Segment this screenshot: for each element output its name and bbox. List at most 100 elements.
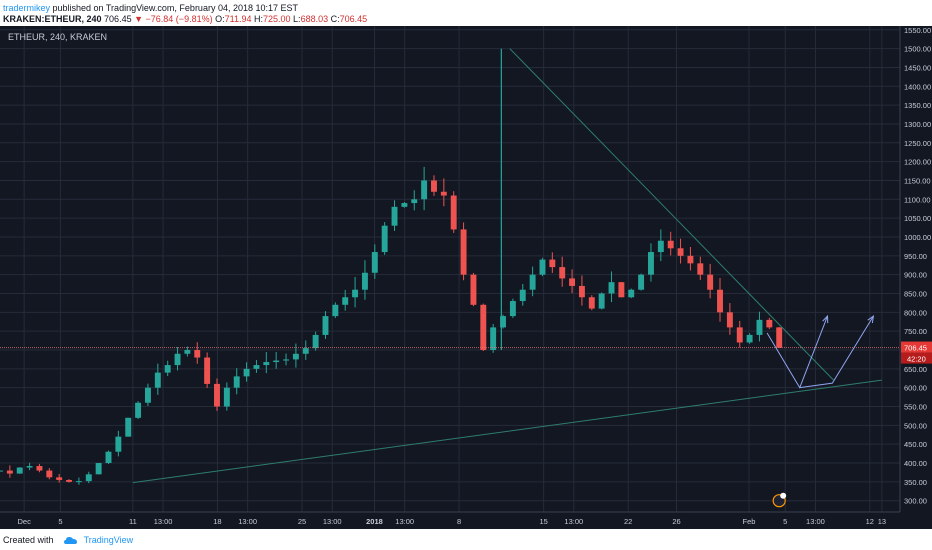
y-tick-label: 450.00 [904, 440, 927, 449]
y-tick-label: 350.00 [904, 478, 927, 487]
candle-body [569, 278, 576, 286]
candle-body [66, 479, 73, 482]
candle-body [440, 191, 447, 196]
candle-body [588, 297, 595, 309]
chart-area[interactable]: 300.00 350.00 400.00 450.00 500.00 550.00 600.… [0, 26, 932, 529]
candle-body [519, 289, 526, 302]
event-badge-dot-icon [780, 492, 787, 499]
candle-body [36, 466, 43, 471]
candle-body [144, 387, 151, 403]
open-label: O: [215, 14, 225, 24]
candle-body [549, 259, 556, 268]
trendline [132, 379, 882, 484]
y-tick-label: 1300.00 [904, 120, 931, 129]
tradingview-cloud-icon [64, 537, 78, 545]
x-tick-label: 15 [539, 517, 547, 526]
ohlc-line: KRAKEN:ETHEUR, 240 706.45 ▼ −76.84 (−9.8… [3, 14, 367, 24]
candle-body [578, 285, 585, 298]
trendline [509, 48, 834, 381]
author-link[interactable]: tradermikey [3, 3, 51, 13]
candle-body [263, 362, 270, 366]
candle-body [509, 301, 516, 317]
x-tick-label: 13 [878, 517, 886, 526]
candle-body [766, 319, 773, 328]
candle-body [352, 289, 359, 298]
y-tick-label: 1450.00 [904, 63, 931, 72]
candle-body [500, 316, 506, 328]
y-tick-label: 1500.00 [904, 45, 931, 54]
y-tick-label: 1550.00 [904, 26, 931, 35]
candle-body [332, 304, 339, 317]
candle-body [697, 263, 704, 275]
candle-body [125, 417, 132, 437]
y-tick-label: 600.00 [904, 384, 927, 393]
candle-body [648, 252, 654, 275]
x-tick-label: 13:00 [395, 517, 414, 526]
candle-body [687, 255, 694, 264]
candle-body [707, 274, 714, 290]
candle-body [391, 206, 398, 226]
candle-body [490, 327, 497, 350]
tradingview-brand[interactable]: TradingView [83, 535, 134, 545]
candle-body [135, 402, 142, 418]
candle-body [115, 436, 122, 452]
projection-path [799, 315, 874, 389]
candle-body [746, 334, 753, 343]
x-tick-label: 22 [624, 517, 632, 526]
candle-body [243, 368, 250, 377]
candle-body [85, 474, 92, 482]
chart-background [0, 26, 932, 529]
candle-body [638, 274, 645, 290]
x-tick-label: 18 [213, 517, 221, 526]
time-axis[interactable]: Dec 5 11 13:00 18 13:00 25 13:00 2018 13:00 8 15 13:… [0, 511, 900, 526]
countdown-tag-label: 42:20 [907, 355, 926, 364]
close-value: 706.45 [339, 14, 368, 24]
y-tick-label: 1400.00 [904, 82, 931, 91]
x-tick-label: Dec [17, 517, 31, 526]
y-tick-label: 1350.00 [904, 101, 931, 110]
candle-body [411, 199, 418, 204]
candle-body [628, 289, 635, 298]
candle-body [46, 470, 53, 478]
close-label: C: [330, 14, 340, 24]
candle-body [470, 274, 477, 305]
last-price-tag [901, 341, 932, 353]
candle-body [184, 350, 191, 354]
price-chart[interactable]: 300.00 350.00 400.00 450.00 500.00 550.00 600.… [0, 26, 932, 529]
x-tick-label: 25 [298, 517, 306, 526]
candle-body [292, 353, 299, 360]
price-axis[interactable]: 300.00 350.00 400.00 450.00 500.00 550.00 600.… [899, 26, 932, 512]
x-tick-label: 5 [783, 517, 787, 526]
candle-body [677, 248, 684, 256]
candle-body [736, 327, 743, 343]
y-tick-label: 800.00 [904, 308, 927, 317]
y-tick-label: 1200.00 [904, 158, 931, 167]
low-label: L: [293, 14, 301, 24]
candle-body [529, 274, 536, 290]
symbol-legend: ETHEUR, 240, KRAKEN [8, 32, 107, 42]
down-arrow-icon: ▼ [134, 14, 144, 24]
candle-body [95, 463, 102, 475]
y-tick-label: 850.00 [904, 289, 927, 298]
y-tick-label: 1050.00 [904, 214, 931, 223]
x-tick-label: 13:00 [154, 517, 173, 526]
x-tick-label: 2018 [366, 517, 383, 526]
projection-arrowhead [822, 314, 829, 324]
candle-body [312, 334, 319, 349]
candle-body [75, 481, 82, 483]
candle-body [283, 359, 289, 361]
y-tick-label: 650.00 [904, 365, 927, 374]
candle-body [164, 365, 171, 373]
publish-info: published on TradingView.com, February 0… [50, 3, 299, 13]
candle-body [726, 312, 733, 328]
publish-line: tradermikey published on TradingView.com… [3, 3, 298, 13]
candle-body [16, 467, 23, 474]
candle-body [253, 365, 260, 369]
footer: Created with TradingView [0, 529, 932, 550]
y-tick-label: 1250.00 [904, 139, 931, 148]
x-tick-label: 13:00 [238, 517, 257, 526]
candle-body [6, 470, 13, 474]
projection-arrowhead [867, 314, 875, 324]
y-tick-label: 1000.00 [904, 233, 931, 242]
candle-body [421, 180, 428, 200]
